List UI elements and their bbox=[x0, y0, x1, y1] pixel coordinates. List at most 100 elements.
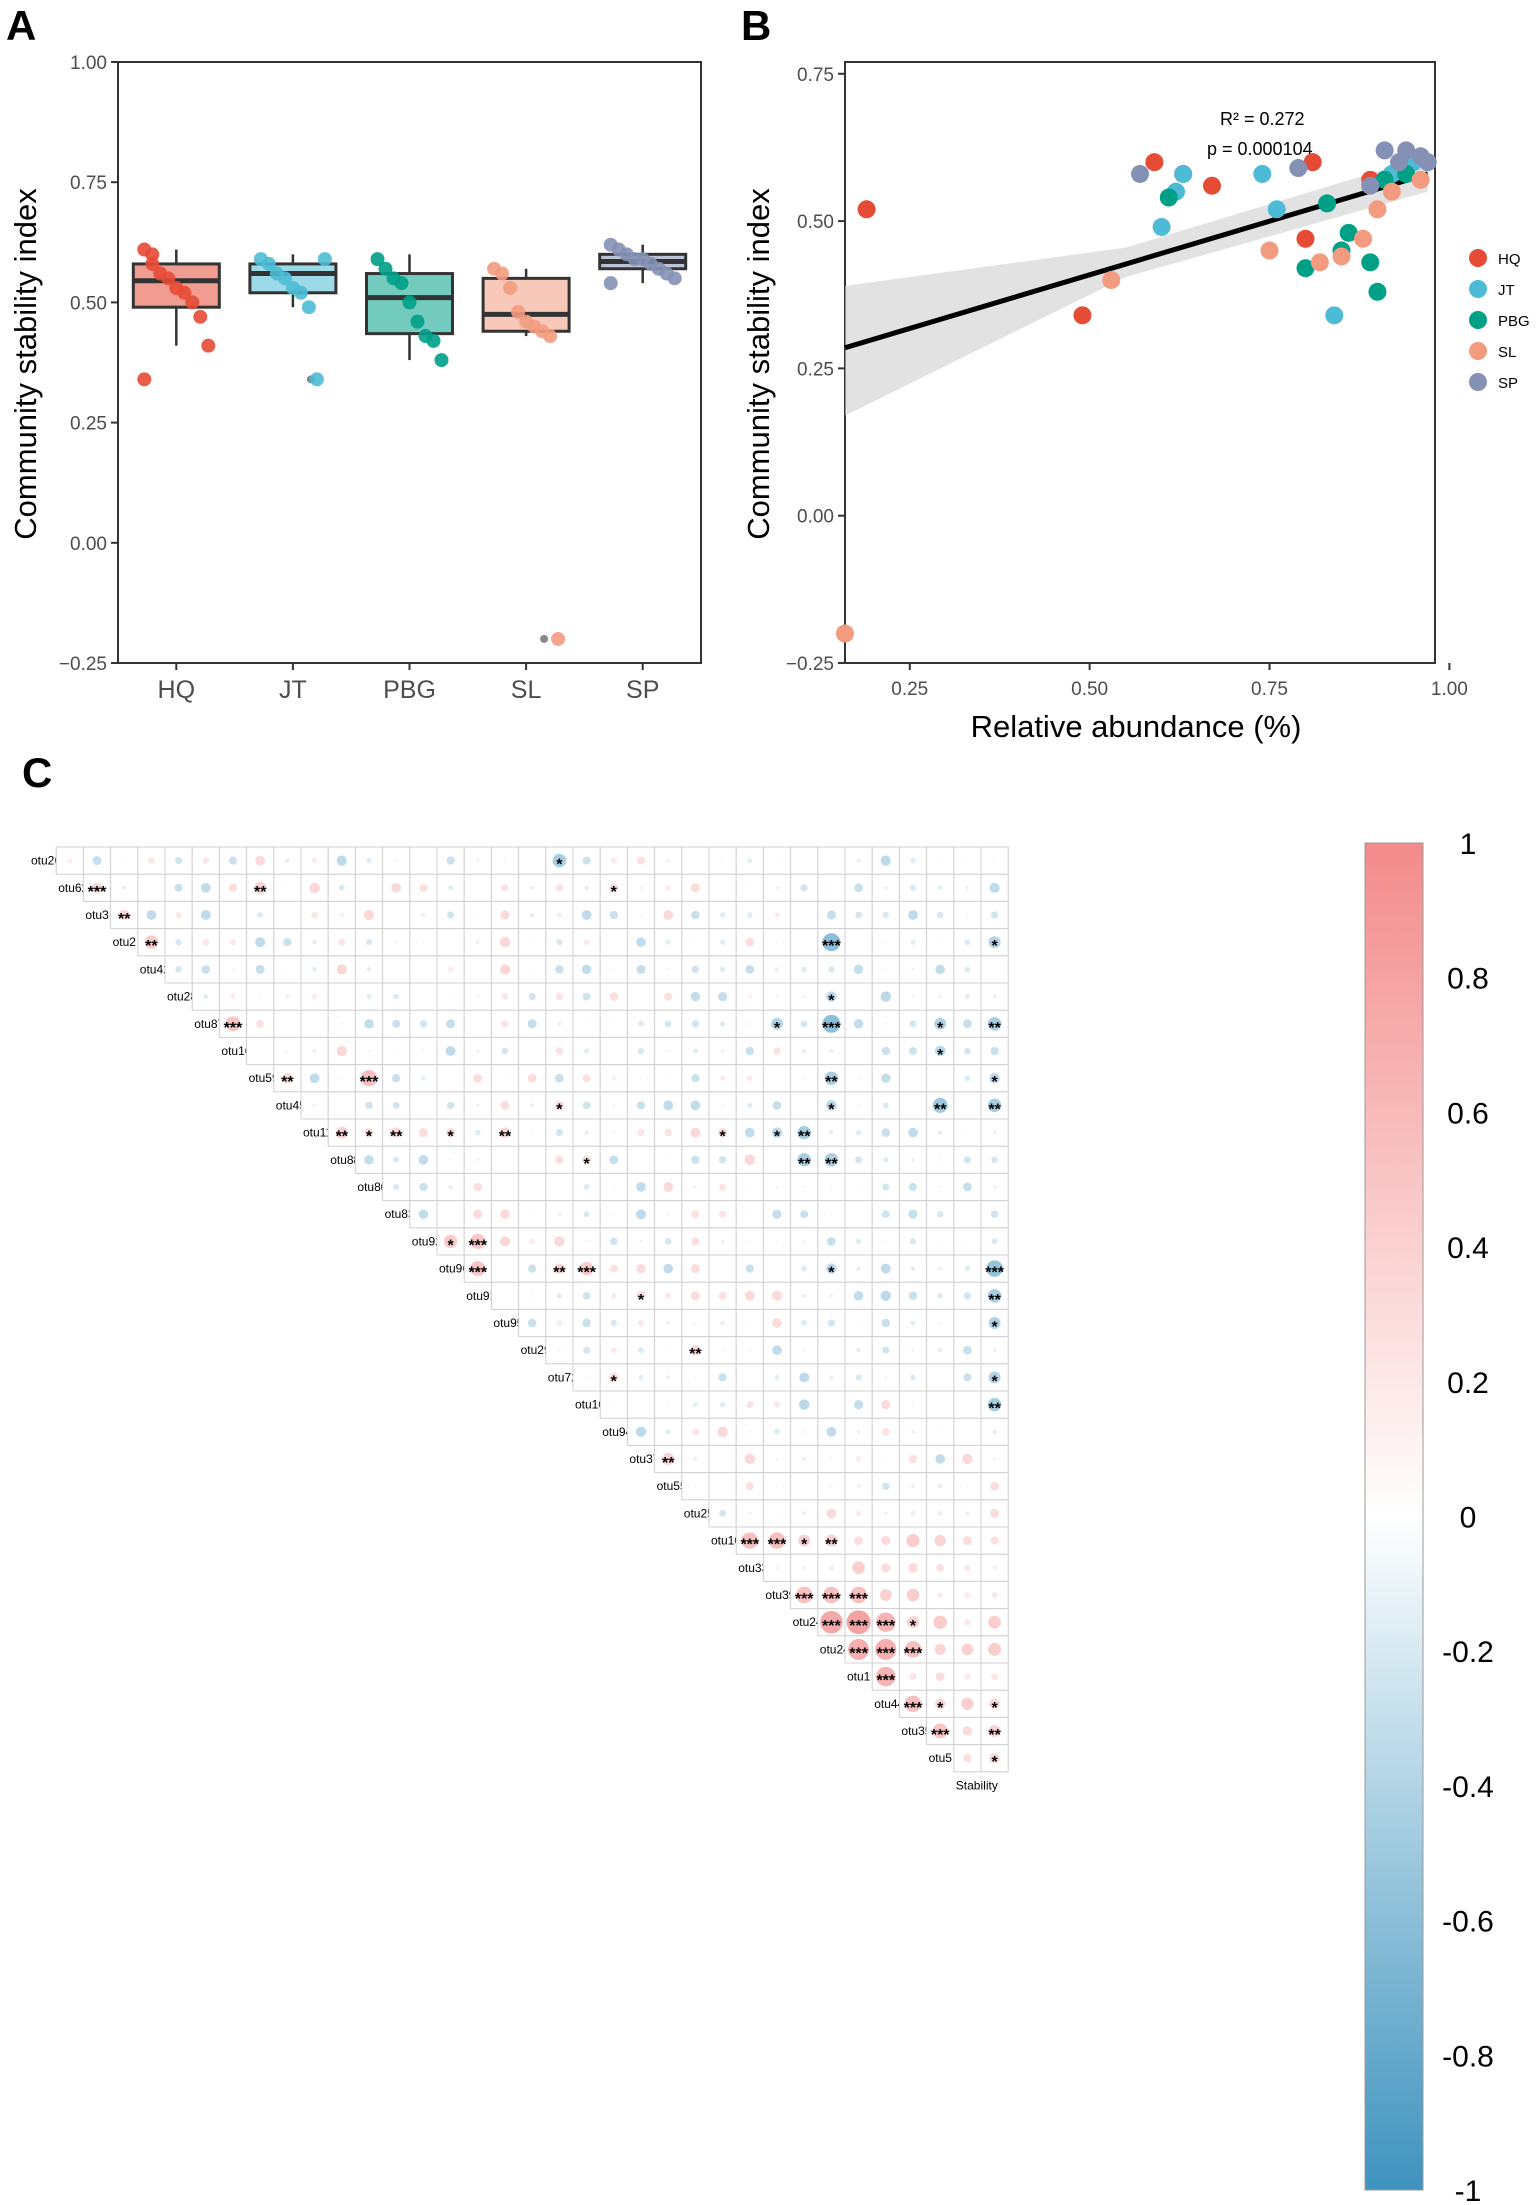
correlation-circle bbox=[231, 967, 235, 971]
significance-stars: * bbox=[719, 1129, 726, 1146]
colorbar-tick-label: 0.4 bbox=[1447, 1232, 1489, 1265]
correlation-circle bbox=[938, 1375, 942, 1379]
correlation-circle bbox=[880, 855, 891, 866]
correlation-circle bbox=[501, 993, 509, 1000]
correlation-circle bbox=[772, 1101, 782, 1110]
significance-stars: ** bbox=[988, 1020, 1001, 1037]
significance-stars: *** bbox=[931, 1727, 950, 1744]
significance-stars: ** bbox=[553, 1265, 566, 1282]
jitter-point-PBG bbox=[394, 276, 409, 291]
correlation-circle bbox=[721, 886, 725, 890]
correlation-circle bbox=[584, 1130, 589, 1135]
correlation-circle bbox=[609, 992, 619, 1001]
significance-stars: *** bbox=[468, 1237, 487, 1254]
correlation-circle bbox=[582, 1101, 591, 1110]
correlation-circle bbox=[336, 964, 347, 975]
correlation-circle bbox=[993, 1185, 997, 1189]
correlation-circle bbox=[720, 1049, 725, 1053]
correlation-circle bbox=[908, 1127, 918, 1138]
correlation-circle bbox=[961, 1697, 974, 1711]
significance-stars: *** bbox=[224, 1020, 243, 1037]
correlation-circle bbox=[802, 1565, 807, 1570]
correlation-circle bbox=[719, 1509, 727, 1517]
correlation-circle bbox=[745, 1482, 754, 1491]
correlation-circle bbox=[802, 1239, 806, 1243]
correlation-circle bbox=[802, 940, 806, 944]
matrix-cell bbox=[518, 873, 547, 902]
correlation-circle bbox=[884, 886, 888, 890]
correlation-circle bbox=[609, 1264, 618, 1273]
scatter-point-HQ bbox=[1073, 306, 1092, 325]
significance-stars: ** bbox=[254, 884, 267, 901]
jitter-point-PBG bbox=[402, 295, 417, 310]
correlation-circle bbox=[392, 1019, 401, 1028]
correlation-circle bbox=[690, 1100, 701, 1111]
correlation-circle bbox=[283, 938, 292, 947]
correlation-circle bbox=[666, 1076, 670, 1080]
correlation-circle bbox=[881, 1318, 891, 1328]
correlation-circle bbox=[853, 1290, 864, 1301]
matrix-cell bbox=[817, 1145, 846, 1174]
correlation-circle bbox=[610, 1319, 617, 1327]
correlation-circle bbox=[991, 1156, 998, 1164]
scatter-point-SL bbox=[836, 624, 854, 643]
correlation-circle bbox=[829, 1348, 833, 1352]
correlation-circle bbox=[449, 1212, 453, 1216]
otu-row-label: otu94 bbox=[602, 1425, 632, 1439]
jitter-point-SL bbox=[503, 280, 518, 295]
correlation-circle bbox=[527, 1019, 537, 1029]
correlation-circle bbox=[962, 1019, 972, 1029]
correlation-circle bbox=[693, 1456, 698, 1462]
correlation-circle bbox=[554, 1263, 565, 1274]
otu-row-label: otu29 bbox=[521, 1343, 551, 1357]
correlation-circle bbox=[340, 1076, 344, 1080]
correlation-circle bbox=[338, 938, 346, 946]
correlation-circle bbox=[612, 1103, 616, 1107]
correlation-circle bbox=[965, 1511, 970, 1516]
correlation-circle bbox=[989, 1072, 1000, 1084]
correlation-circle bbox=[910, 1510, 916, 1517]
correlation-circle bbox=[965, 1239, 969, 1243]
otu-row-label: otu37 bbox=[629, 1452, 659, 1466]
correlation-circle bbox=[610, 1347, 617, 1354]
significance-stars: * bbox=[910, 1618, 917, 1635]
correlation-circle bbox=[908, 1454, 918, 1464]
correlation-circle bbox=[745, 1046, 754, 1056]
significance-stars: * bbox=[937, 1020, 944, 1037]
significance-stars: ** bbox=[118, 911, 131, 928]
correlation-circle bbox=[311, 993, 318, 1000]
correlation-circle bbox=[638, 1020, 644, 1027]
correlation-circle bbox=[285, 886, 289, 890]
significance-stars: *** bbox=[904, 1645, 923, 1662]
significance-stars: ** bbox=[499, 1129, 512, 1146]
jitter-point-PBG bbox=[378, 261, 393, 276]
correlation-circle bbox=[938, 1511, 943, 1516]
a-xtick-label: JT bbox=[279, 676, 307, 704]
correlation-circle bbox=[882, 1183, 890, 1191]
jitter-point-JT bbox=[317, 252, 332, 267]
correlation-circle bbox=[857, 940, 861, 944]
correlation-circle bbox=[503, 1185, 507, 1189]
correlation-circle bbox=[503, 1294, 507, 1298]
correlation-circle bbox=[772, 1345, 782, 1356]
correlation-circle bbox=[992, 1130, 997, 1135]
correlation-circle bbox=[855, 1238, 862, 1245]
correlation-circle bbox=[285, 913, 289, 917]
correlation-circle bbox=[938, 1430, 942, 1434]
significance-stars: * bbox=[828, 993, 835, 1010]
correlation-circle bbox=[963, 1754, 972, 1763]
colorbar-tick-label: 0.8 bbox=[1447, 963, 1489, 996]
jitter-point-JT bbox=[277, 271, 292, 286]
correlation-circle bbox=[884, 1239, 888, 1243]
correlation-circle bbox=[721, 1348, 725, 1352]
correlation-circle bbox=[665, 939, 671, 945]
scatter-point-SL bbox=[1310, 253, 1329, 272]
correlation-circle bbox=[799, 1372, 810, 1383]
correlation-circle bbox=[285, 1049, 289, 1053]
correlation-circle bbox=[938, 1484, 943, 1489]
correlation-circle bbox=[801, 1320, 808, 1326]
correlation-circle bbox=[200, 882, 211, 893]
correlation-circle bbox=[473, 1182, 483, 1192]
significance-stars: * bbox=[556, 857, 563, 874]
correlation-circle bbox=[797, 1153, 811, 1167]
